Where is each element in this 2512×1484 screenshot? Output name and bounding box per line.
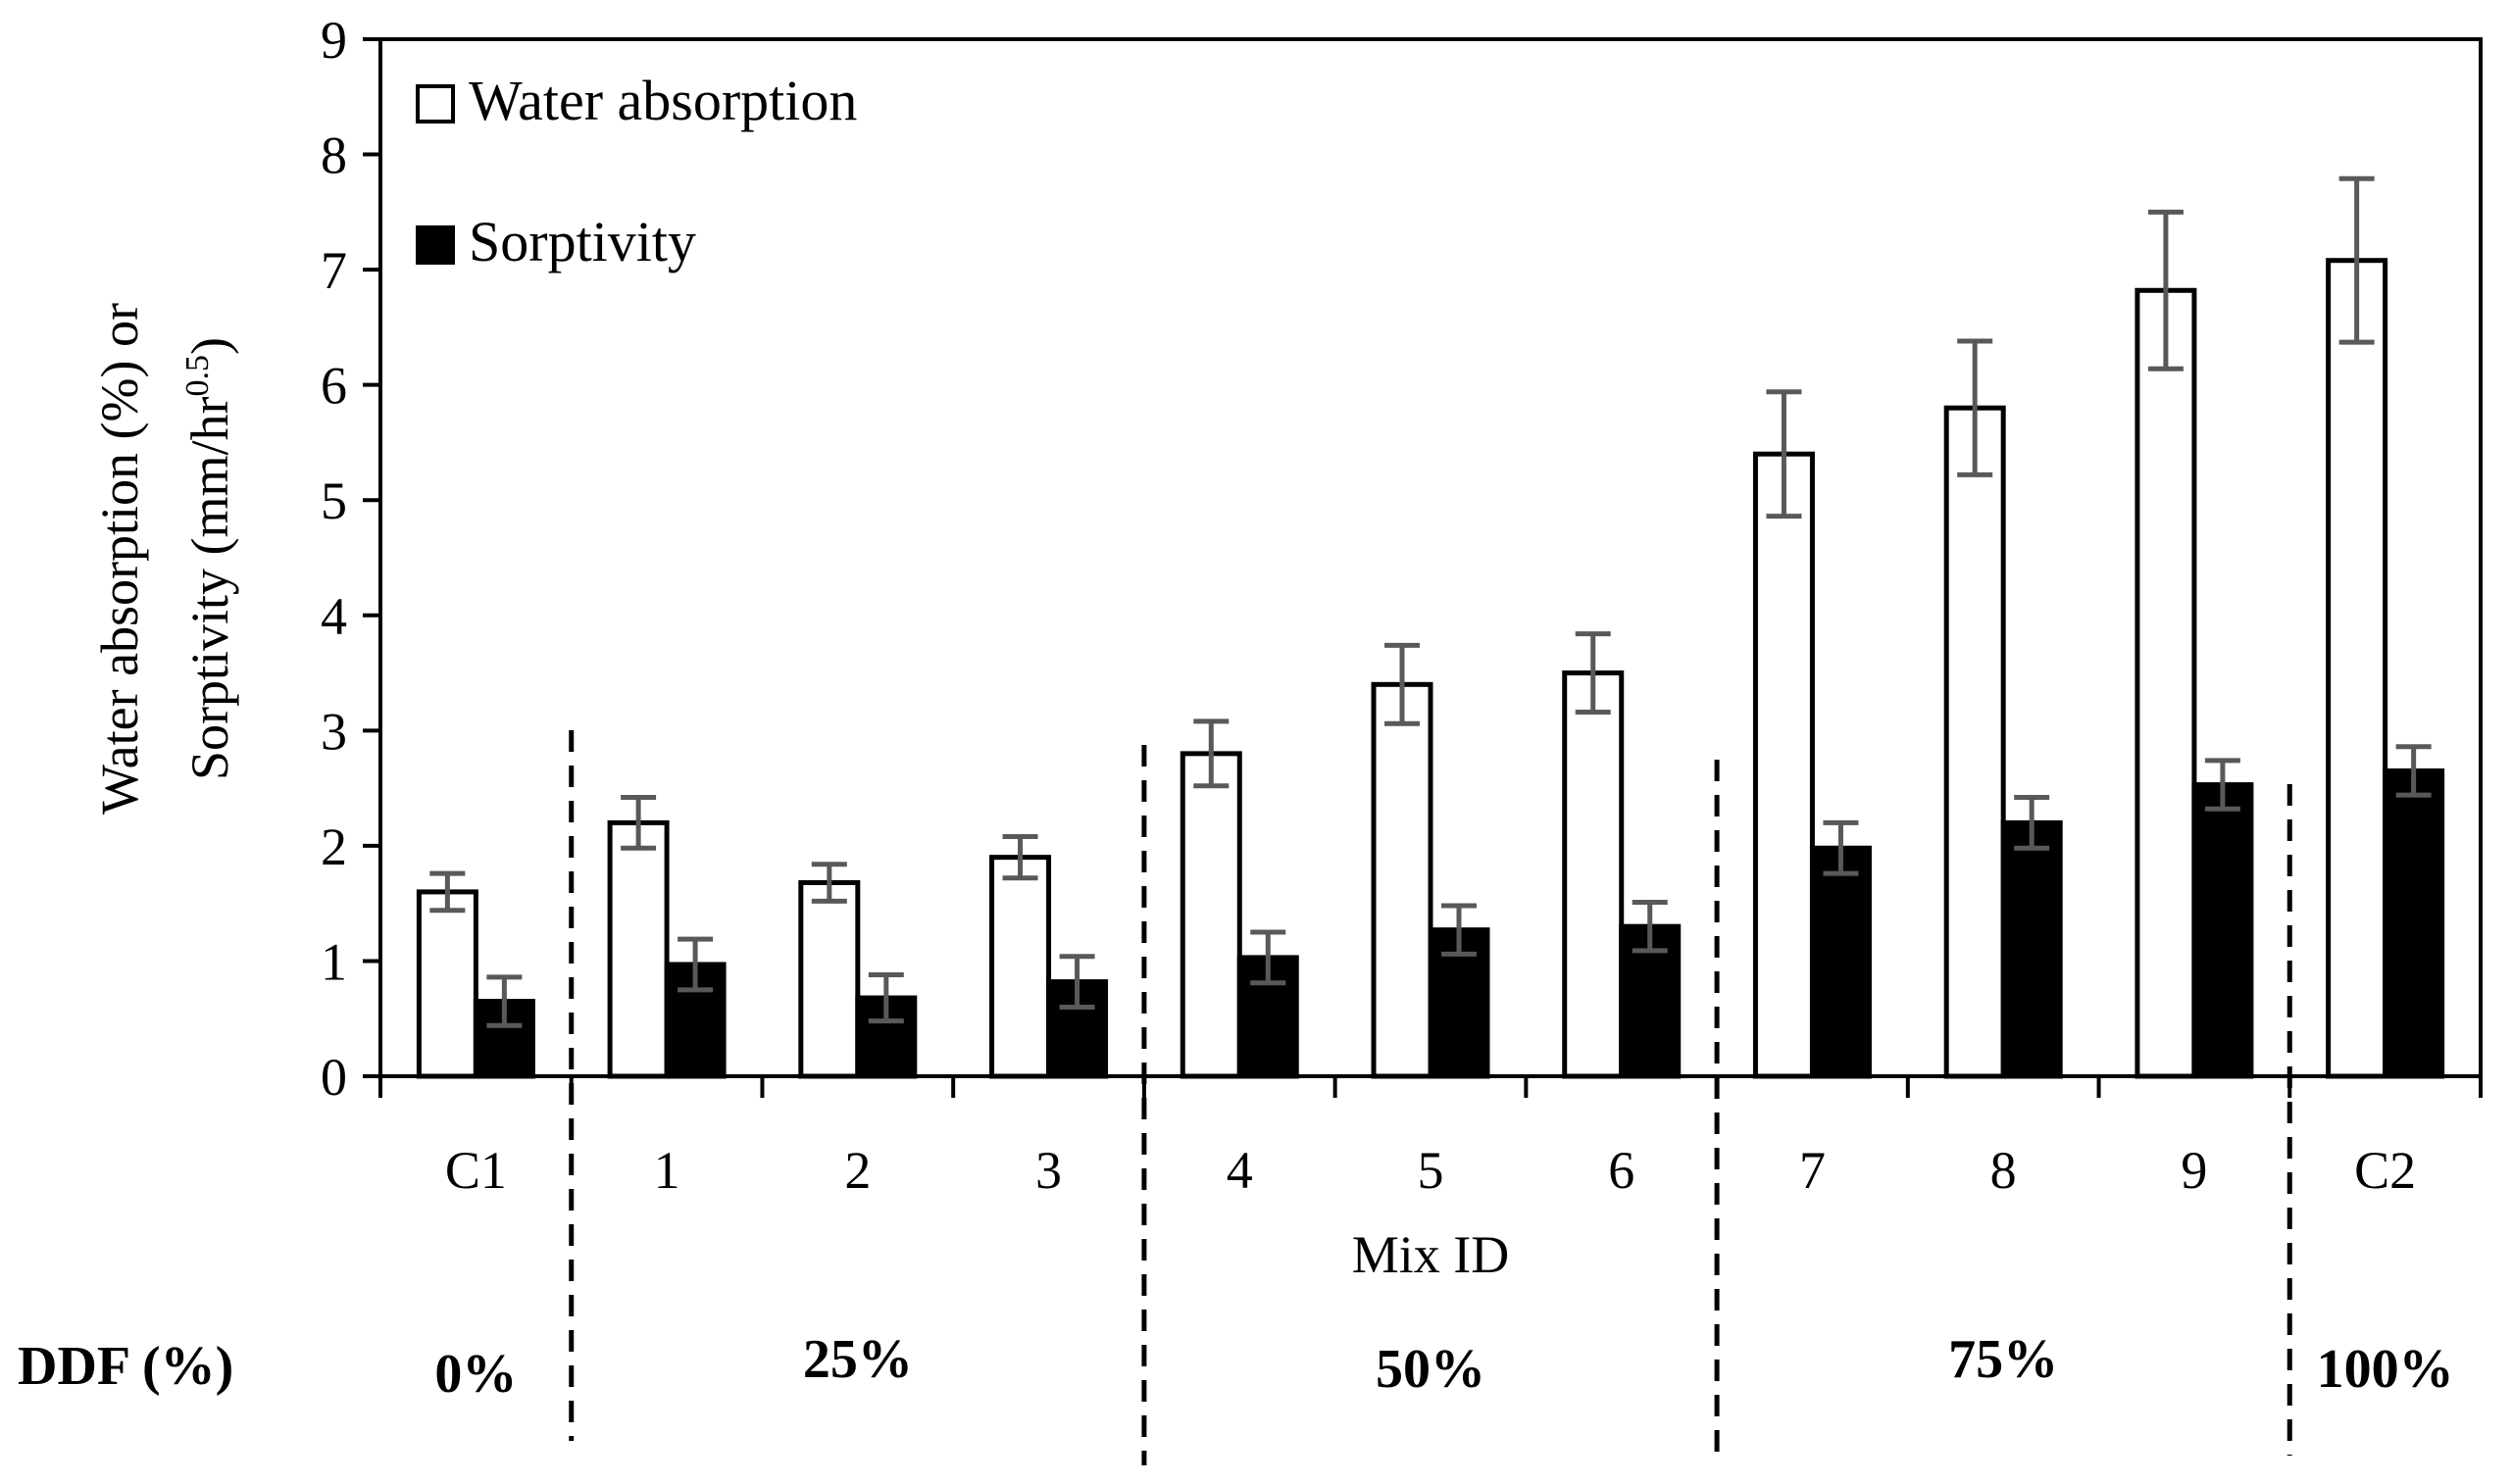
x-axis-title: Mix ID	[1352, 1225, 1510, 1284]
y-tick-label: 1	[321, 932, 347, 991]
y-axis-title-line2: Sorptivity (mm/hr0.5)	[179, 337, 239, 780]
y-tick-label: 6	[321, 357, 347, 416]
sorptivity-bar	[2191, 782, 2254, 1079]
sorptivity-bar	[2383, 767, 2445, 1079]
x-category-label: 8	[1990, 1141, 2017, 1200]
y-axis-title-end: )	[180, 337, 239, 355]
water-absorption-bar	[2326, 258, 2388, 1079]
y-tick-label: 9	[321, 11, 347, 70]
y-tick-label: 7	[321, 241, 347, 300]
y-axis-title-main: Sorptivity (mm/hr	[180, 396, 239, 780]
water-absorption-bar	[416, 889, 478, 1079]
sorptivity-bar	[1809, 845, 1872, 1079]
y-tick-label: 2	[321, 817, 347, 876]
legend-label-water-absorption: Water absorption	[469, 69, 857, 132]
legend-label-sorptivity: Sorptivity	[469, 210, 696, 273]
water-absorption-bar	[989, 855, 1052, 1079]
x-category-label: 1	[654, 1141, 680, 1200]
y-axis-title-line1: Water absorption (%) or	[90, 303, 149, 815]
group-label: 75%	[1948, 1329, 2058, 1390]
x-category-label: 4	[1227, 1141, 1253, 1200]
x-category-label: C1	[445, 1141, 507, 1200]
group-label: 0%	[434, 1344, 517, 1405]
sorptivity-bar	[2000, 819, 2063, 1079]
x-category-label: 6	[1608, 1141, 1634, 1200]
water-absorption-bar	[798, 880, 861, 1079]
y-tick-label: 8	[321, 126, 347, 185]
water-absorption-bar	[2135, 287, 2197, 1079]
x-category-label: 7	[1799, 1141, 1826, 1200]
water-absorption-bar	[1371, 681, 1433, 1079]
water-absorption-bar	[607, 819, 670, 1079]
x-category-label: 2	[844, 1141, 871, 1200]
y-tick-label: 0	[321, 1048, 347, 1107]
y-tick-label: 4	[321, 587, 347, 646]
y-axis-title-superscript: 0.5	[179, 355, 216, 397]
legend-swatch-water-absorption	[416, 84, 455, 124]
water-absorption-bar	[1943, 405, 2006, 1079]
x-category-label: 9	[2181, 1141, 2207, 1200]
x-category-label: 3	[1035, 1141, 1062, 1200]
group-label: 25%	[803, 1329, 913, 1390]
group-row-title: DDF (%)	[18, 1336, 233, 1397]
water-absorption-bar	[1752, 451, 1815, 1079]
x-category-label: C2	[2354, 1141, 2416, 1200]
water-absorption-bar	[1562, 670, 1625, 1079]
water-absorption-bar	[1180, 751, 1242, 1079]
legend-swatch-sorptivity	[416, 225, 455, 265]
group-label: 50%	[1376, 1339, 1485, 1400]
group-label: 100%	[2317, 1339, 2454, 1400]
x-category-label: 5	[1418, 1141, 1444, 1200]
y-tick-label: 5	[321, 471, 347, 530]
y-tick-label: 3	[321, 702, 347, 761]
